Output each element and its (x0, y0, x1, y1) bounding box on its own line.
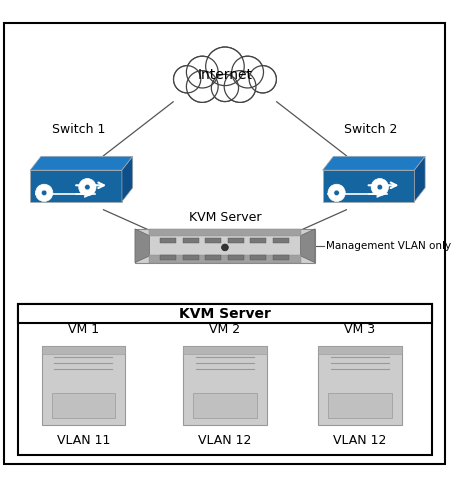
Circle shape (173, 66, 201, 93)
Circle shape (232, 56, 264, 88)
Polygon shape (323, 170, 414, 202)
FancyBboxPatch shape (183, 346, 266, 354)
Polygon shape (135, 229, 149, 262)
Polygon shape (30, 156, 133, 170)
FancyBboxPatch shape (160, 255, 176, 260)
Circle shape (42, 190, 47, 196)
Circle shape (187, 71, 218, 102)
Text: KVM Server: KVM Server (179, 307, 271, 320)
Text: Management VLAN only: Management VLAN only (326, 241, 451, 251)
FancyBboxPatch shape (182, 238, 199, 243)
Circle shape (224, 71, 256, 102)
FancyBboxPatch shape (250, 238, 266, 243)
Polygon shape (301, 229, 315, 262)
Circle shape (206, 48, 244, 85)
Polygon shape (30, 170, 122, 202)
Circle shape (36, 184, 53, 202)
Text: VLAN 12: VLAN 12 (333, 434, 387, 448)
FancyBboxPatch shape (4, 23, 446, 464)
Circle shape (186, 71, 218, 102)
FancyBboxPatch shape (183, 346, 266, 425)
Circle shape (377, 185, 383, 190)
Circle shape (187, 56, 218, 88)
Text: VLAN 11: VLAN 11 (56, 434, 110, 448)
Circle shape (212, 75, 238, 101)
FancyBboxPatch shape (149, 229, 301, 236)
FancyBboxPatch shape (42, 346, 125, 354)
FancyBboxPatch shape (250, 255, 266, 260)
FancyBboxPatch shape (328, 393, 392, 418)
FancyBboxPatch shape (273, 255, 289, 260)
Circle shape (249, 66, 276, 93)
Text: KVM Server: KVM Server (189, 211, 261, 224)
Polygon shape (122, 156, 133, 202)
Circle shape (174, 66, 201, 93)
Circle shape (232, 56, 263, 88)
Polygon shape (323, 156, 425, 170)
Circle shape (249, 66, 276, 93)
FancyBboxPatch shape (193, 393, 256, 418)
FancyBboxPatch shape (273, 238, 289, 243)
FancyBboxPatch shape (205, 238, 221, 243)
Text: VLAN 12: VLAN 12 (198, 434, 252, 448)
Text: Switch 1: Switch 1 (52, 123, 105, 135)
Circle shape (211, 75, 238, 101)
FancyBboxPatch shape (18, 304, 432, 455)
FancyBboxPatch shape (319, 346, 401, 425)
Circle shape (186, 56, 218, 88)
Circle shape (328, 184, 345, 202)
Text: VM 1: VM 1 (68, 323, 99, 336)
FancyBboxPatch shape (52, 393, 115, 418)
FancyBboxPatch shape (228, 255, 244, 260)
Circle shape (371, 179, 388, 196)
Text: VM 3: VM 3 (344, 323, 375, 336)
FancyBboxPatch shape (319, 346, 401, 354)
Text: VM 2: VM 2 (210, 323, 240, 336)
Circle shape (79, 179, 96, 196)
Circle shape (206, 47, 244, 86)
FancyBboxPatch shape (205, 255, 221, 260)
FancyBboxPatch shape (135, 229, 315, 262)
Text: Switch 2: Switch 2 (345, 123, 398, 135)
Circle shape (221, 244, 228, 251)
Polygon shape (414, 156, 425, 202)
Text: Internet: Internet (198, 68, 253, 82)
FancyBboxPatch shape (42, 346, 125, 425)
FancyBboxPatch shape (228, 238, 244, 243)
FancyBboxPatch shape (149, 255, 301, 262)
Circle shape (225, 71, 255, 102)
FancyBboxPatch shape (182, 255, 199, 260)
FancyBboxPatch shape (18, 304, 432, 323)
Circle shape (85, 185, 90, 190)
FancyBboxPatch shape (160, 238, 176, 243)
Circle shape (334, 190, 339, 196)
